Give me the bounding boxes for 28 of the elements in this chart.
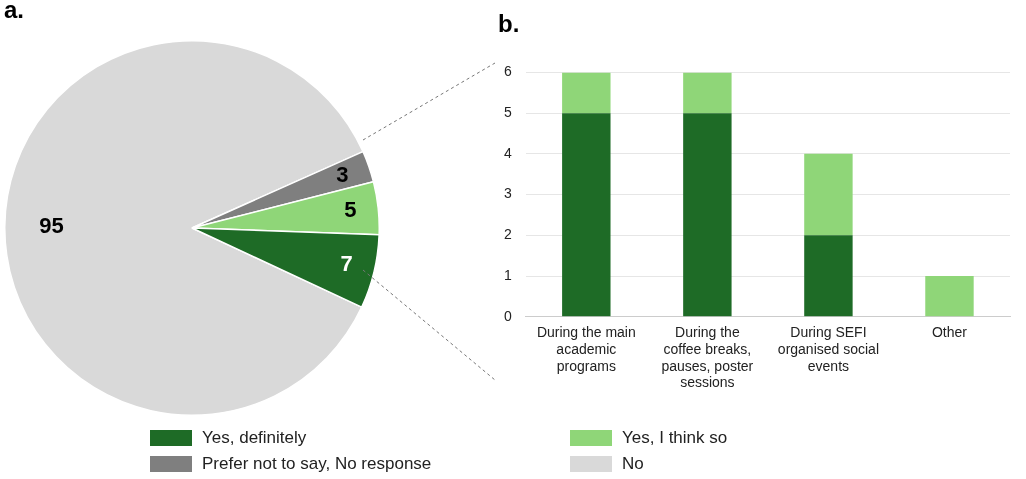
data-label: 3 [336, 161, 349, 187]
data-label: 7 [340, 251, 353, 277]
bar [925, 276, 974, 317]
legend-label: Yes, I think so [622, 428, 728, 448]
y-tick-label: 2 [503, 226, 512, 243]
y-tick-label: 6 [503, 63, 512, 80]
data-label: 95 [39, 212, 64, 238]
y-tick-label: 4 [503, 144, 512, 161]
legend-label: Prefer not to say, No response [202, 454, 432, 474]
y-tick-label: 5 [503, 103, 512, 120]
x-tick-label: During the coffee breaks, pauses, poster sessions [661, 324, 754, 391]
x-tick-label: During the main academic programs [536, 324, 636, 374]
bar [804, 153, 853, 236]
bar [683, 72, 732, 114]
bar [683, 113, 732, 317]
y-tick-label: 3 [503, 185, 512, 202]
data-label: 5 [344, 197, 357, 223]
legend-label: No [622, 454, 644, 474]
bar [804, 235, 853, 317]
legend-label: Yes, definitely [202, 428, 307, 448]
y-tick-label: 1 [503, 266, 512, 283]
y-tick-label: 0 [503, 307, 512, 324]
chart-title: a. [4, 0, 25, 24]
chart-title: b. [498, 10, 520, 38]
x-tick-label: Other [931, 324, 968, 341]
x-tick-label: During SEFI organised social events [777, 324, 880, 374]
bar [562, 113, 611, 317]
bar [562, 72, 611, 114]
